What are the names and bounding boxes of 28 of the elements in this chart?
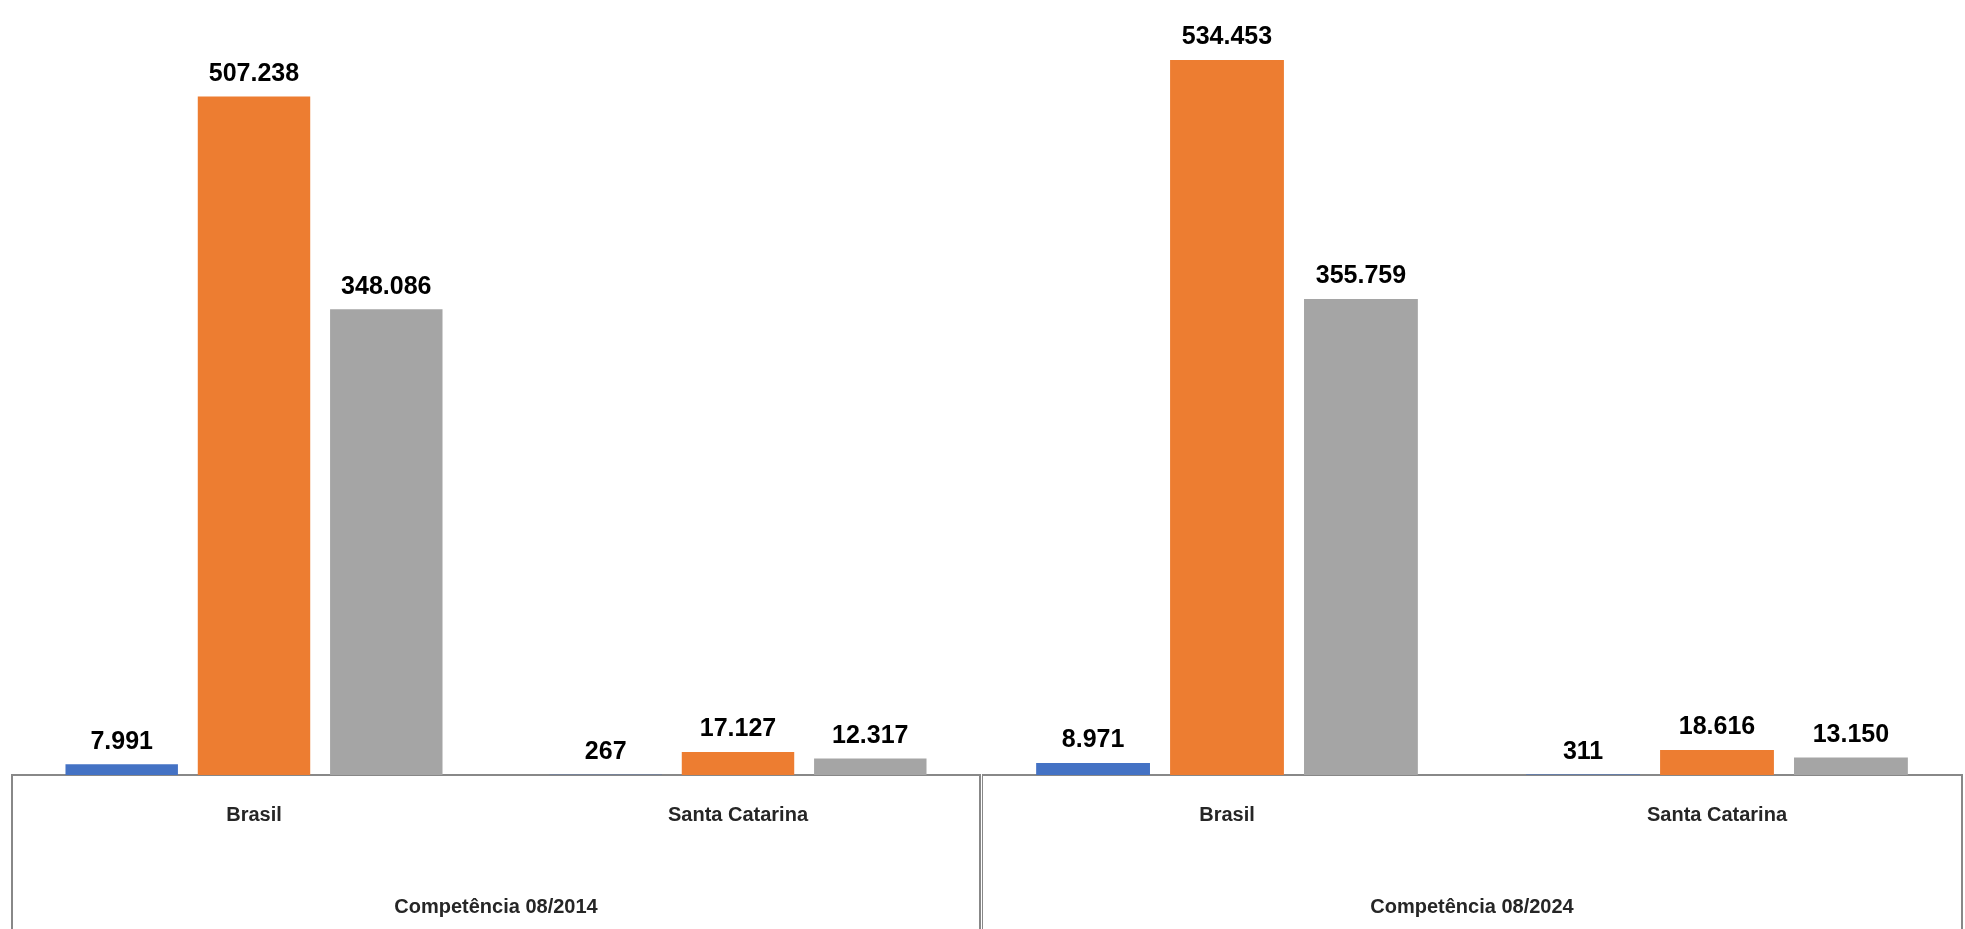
bar [1304, 299, 1418, 775]
data-label: 534.453 [1181, 21, 1273, 50]
data-label: 7.991 [90, 725, 154, 754]
x-tick-label: Santa Catarina [667, 802, 809, 825]
bar [65, 764, 178, 775]
bar [1036, 763, 1150, 775]
bar [1794, 757, 1908, 775]
bar [681, 752, 795, 775]
data-label: 348.086 [341, 270, 432, 299]
data-label: 17.127 [699, 713, 777, 742]
x-tick-label: Brasil [226, 802, 282, 825]
bar [1170, 60, 1284, 775]
x-axis-title: Competência 08/2024 [1370, 894, 1575, 917]
data-label: 311 [1562, 735, 1604, 764]
x-tick-label: Santa Catarina [1646, 802, 1788, 825]
bar [814, 758, 927, 775]
data-label: 18.616 [1678, 711, 1756, 740]
data-label: 507.238 [208, 57, 300, 86]
x-axis-title: Competência 08/2014 [394, 894, 599, 917]
data-label: 12.317 [832, 719, 909, 748]
data-label: 8.971 [1061, 724, 1125, 753]
bar [330, 309, 443, 775]
x-tick-label: Brasil [1199, 802, 1255, 825]
data-label: 267 [584, 736, 627, 765]
bar [197, 96, 311, 775]
data-label: 13.150 [1812, 718, 1890, 747]
bar [1660, 750, 1774, 775]
data-label: 355.759 [1315, 260, 1407, 289]
